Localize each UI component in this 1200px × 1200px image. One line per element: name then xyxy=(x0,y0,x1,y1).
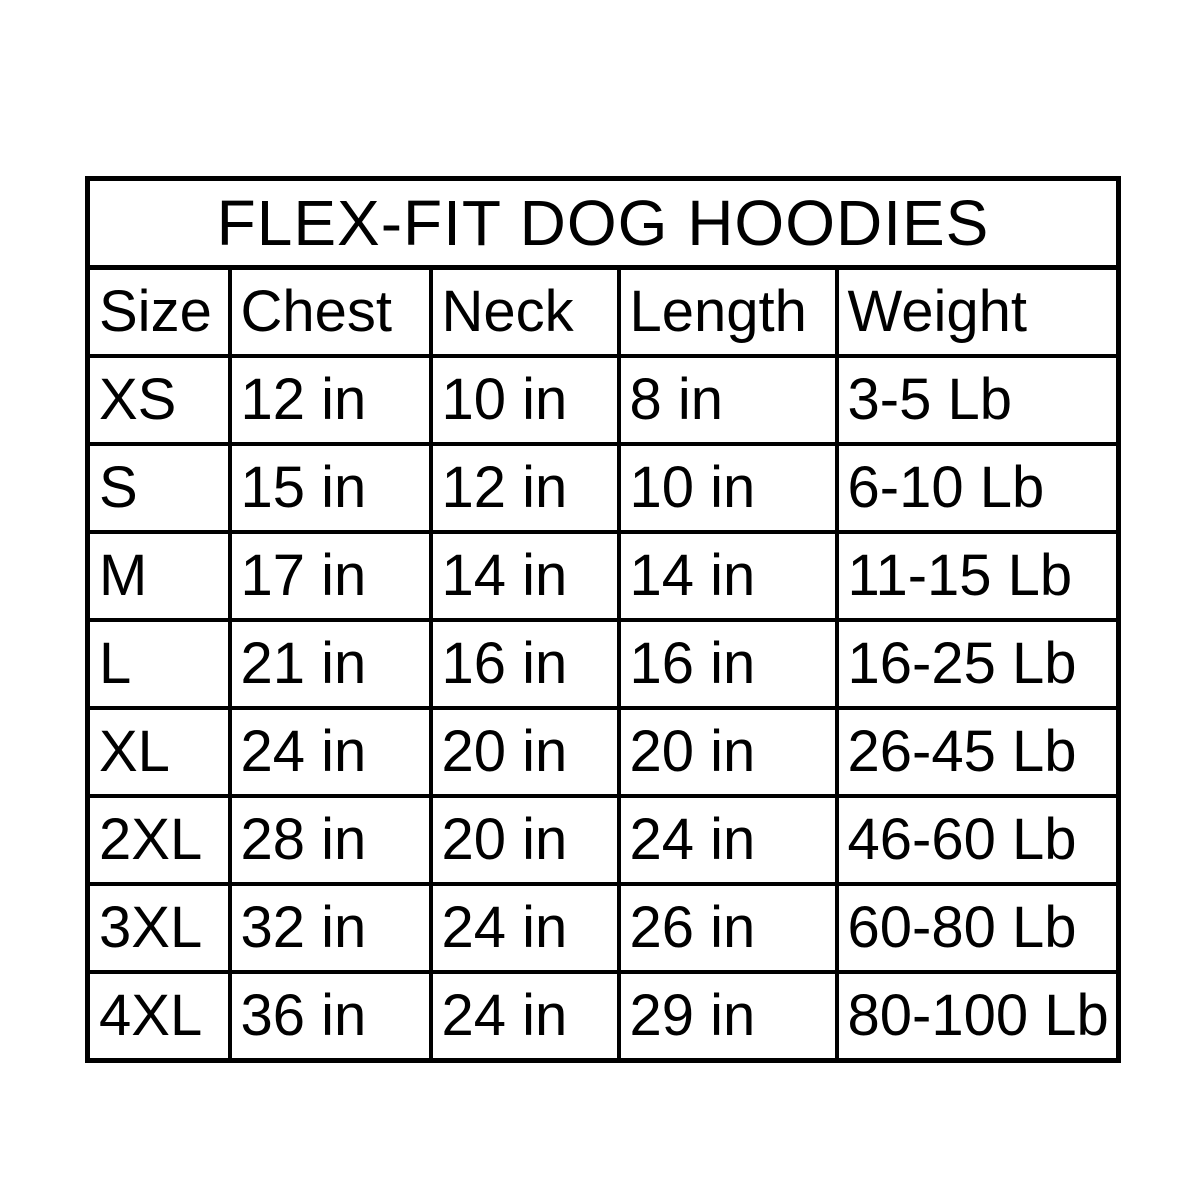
column-header-neck: Neck xyxy=(428,265,621,358)
neck-cell: 10 in xyxy=(428,354,621,446)
length-cell: 24 in xyxy=(616,794,839,886)
size-cell: L xyxy=(85,618,232,710)
chest-cell: 24 in xyxy=(227,706,433,798)
table-row-xl: XL 24 in 20 in 20 in 26-45 Lb xyxy=(85,706,1121,798)
chest-cell: 15 in xyxy=(227,442,433,534)
column-header-chest: Chest xyxy=(227,265,433,358)
chest-cell: 28 in xyxy=(227,794,433,886)
neck-cell: 20 in xyxy=(428,794,621,886)
neck-cell: 14 in xyxy=(428,530,621,622)
table-title: FLEX-FIT DOG HOODIES xyxy=(85,176,1121,270)
neck-cell: 16 in xyxy=(428,618,621,710)
weight-cell: 3-5 Lb xyxy=(834,354,1121,446)
weight-cell: 60-80 Lb xyxy=(834,882,1121,974)
title-row: FLEX-FIT DOG HOODIES xyxy=(85,176,1121,270)
table-row-m: M 17 in 14 in 14 in 11-15 Lb xyxy=(85,530,1121,622)
table-row-xs: XS 12 in 10 in 8 in 3-5 Lb xyxy=(85,354,1121,446)
chest-cell: 17 in xyxy=(227,530,433,622)
weight-cell: 6-10 Lb xyxy=(834,442,1121,534)
header-row: Size Chest Neck Length Weight xyxy=(85,265,1121,358)
length-cell: 8 in xyxy=(616,354,839,446)
neck-cell: 12 in xyxy=(428,442,621,534)
neck-cell: 24 in xyxy=(428,970,621,1063)
length-cell: 26 in xyxy=(616,882,839,974)
weight-cell: 26-45 Lb xyxy=(834,706,1121,798)
weight-cell: 11-15 Lb xyxy=(834,530,1121,622)
column-header-size: Size xyxy=(85,265,232,358)
chest-cell: 32 in xyxy=(227,882,433,974)
weight-cell: 16-25 Lb xyxy=(834,618,1121,710)
table-row-2xl: 2XL 28 in 20 in 24 in 46-60 Lb xyxy=(85,794,1121,886)
column-header-weight: Weight xyxy=(834,265,1121,358)
weight-cell: 46-60 Lb xyxy=(834,794,1121,886)
size-cell: XL xyxy=(85,706,232,798)
length-cell: 20 in xyxy=(616,706,839,798)
size-cell: XS xyxy=(85,354,232,446)
length-cell: 14 in xyxy=(616,530,839,622)
length-cell: 10 in xyxy=(616,442,839,534)
neck-cell: 24 in xyxy=(428,882,621,974)
size-cell: M xyxy=(85,530,232,622)
size-cell: 2XL xyxy=(85,794,232,886)
table-row-s: S 15 in 12 in 10 in 6-10 Lb xyxy=(85,442,1121,534)
size-cell: S xyxy=(85,442,232,534)
table-row-3xl: 3XL 32 in 24 in 26 in 60-80 Lb xyxy=(85,882,1121,974)
length-cell: 29 in xyxy=(616,970,839,1063)
length-cell: 16 in xyxy=(616,618,839,710)
chest-cell: 21 in xyxy=(227,618,433,710)
table-row-l: L 21 in 16 in 16 in 16-25 Lb xyxy=(85,618,1121,710)
chest-cell: 12 in xyxy=(227,354,433,446)
chest-cell: 36 in xyxy=(227,970,433,1063)
size-cell: 3XL xyxy=(85,882,232,974)
neck-cell: 20 in xyxy=(428,706,621,798)
size-cell: 4XL xyxy=(85,970,232,1063)
size-chart-table: FLEX-FIT DOG HOODIES Size Chest Neck Len… xyxy=(85,176,1122,1063)
column-header-length: Length xyxy=(616,265,839,358)
table-row-4xl: 4XL 36 in 24 in 29 in 80-100 Lb xyxy=(85,970,1121,1063)
weight-cell: 80-100 Lb xyxy=(834,970,1121,1063)
